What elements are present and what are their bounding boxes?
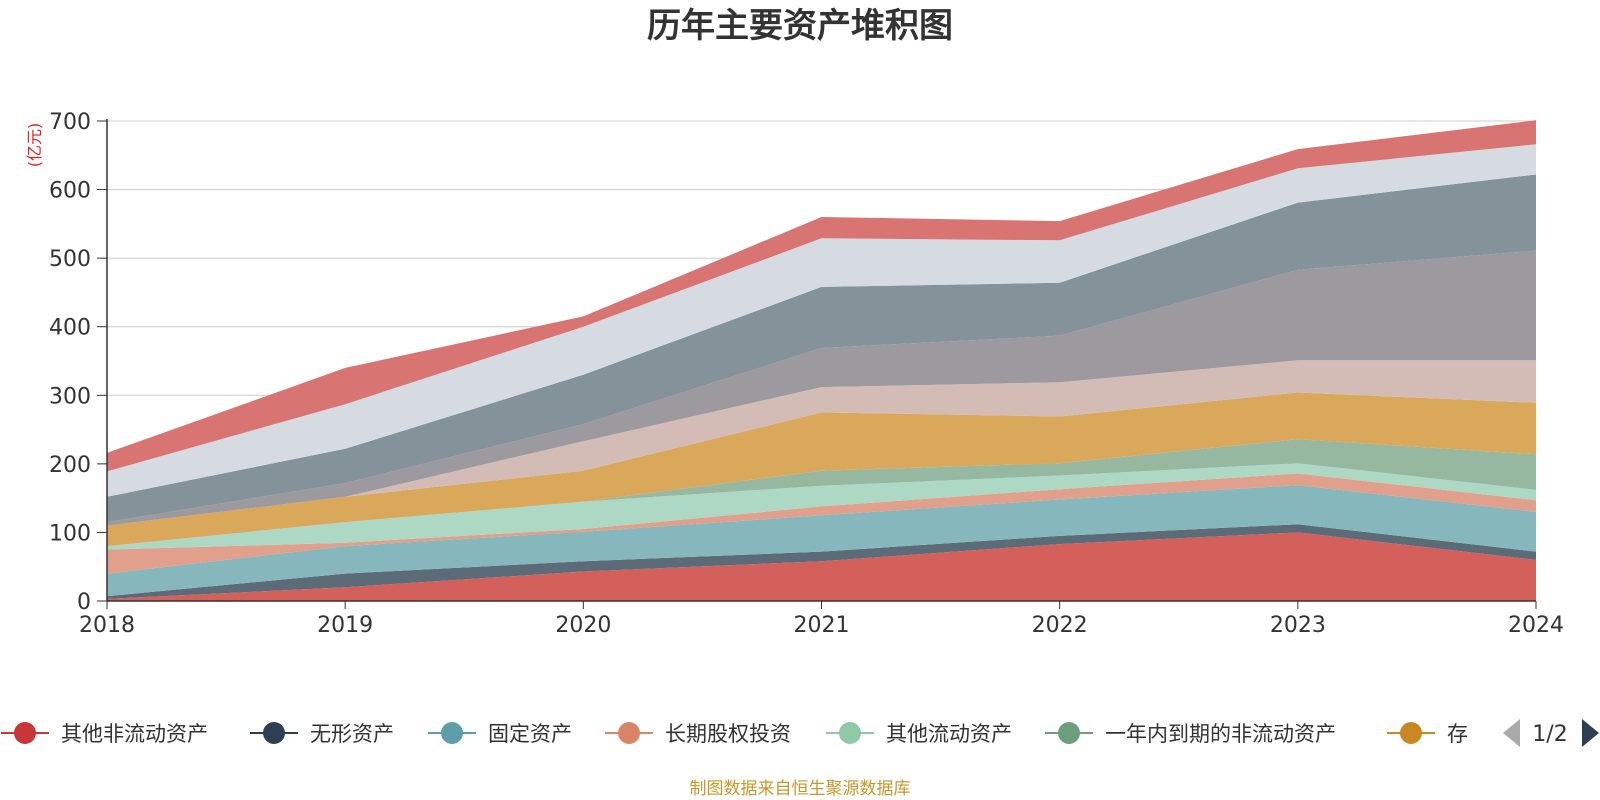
legend-circle-icon	[441, 722, 463, 744]
legend-item[interactable]: 一年内到期的非流动资产	[1045, 722, 1336, 746]
legend-circle-icon	[839, 722, 861, 744]
legend-page-indicator: 1/2	[1532, 722, 1567, 747]
legend-label: 长期股权投资	[665, 722, 791, 746]
area-series-1	[107, 524, 1536, 599]
area-series-11	[107, 120, 1536, 472]
legend-circle-icon	[263, 722, 285, 744]
legend-label: 其他流动资产	[886, 722, 1012, 746]
y-tick-label: 100	[49, 521, 91, 546]
legend-label: 其他非流动资产	[61, 722, 208, 746]
x-tick-label: 2020	[555, 613, 611, 638]
triangle-left-icon[interactable]	[1503, 719, 1520, 747]
legend-circle-icon	[618, 722, 640, 744]
legend-label: 无形资产	[310, 722, 394, 746]
legend-item[interactable]: 固定资产	[428, 722, 572, 746]
area-series-group	[107, 120, 1536, 601]
legend-circle-icon	[14, 722, 36, 744]
triangle-right-icon[interactable]	[1582, 719, 1599, 747]
legend-item[interactable]: 长期股权投资	[605, 722, 791, 746]
area-series-8	[107, 250, 1536, 526]
legend: 其他非流动资产 无形资产 固定资产 长期股权投资 其他流动资产 一年内到期的非流动资产 存	[1, 722, 1468, 746]
y-axis-unit-label: (亿元)	[25, 123, 44, 168]
x-tick-label: 2023	[1270, 613, 1326, 638]
legend-item[interactable]: 无形资产	[250, 722, 394, 746]
legend-pager: 1/2	[1503, 719, 1599, 747]
x-tick-label: 2021	[794, 613, 850, 638]
legend-label: 存	[1447, 722, 1468, 746]
y-tick-label: 200	[49, 453, 91, 478]
legend-circle-icon	[1400, 722, 1422, 744]
y-tick-label: 400	[49, 316, 91, 341]
area-series-5	[107, 439, 1536, 547]
chart-title: 历年主要资产堆积图	[647, 6, 953, 46]
area-series-4	[107, 463, 1536, 550]
x-tick-label: 2018	[79, 613, 135, 638]
area-series-7	[107, 360, 1536, 526]
legend-circle-icon	[1058, 722, 1080, 744]
x-tick-label: 2022	[1032, 613, 1088, 638]
area-series-10	[107, 144, 1536, 497]
legend-label: 固定资产	[488, 722, 572, 746]
legend-item[interactable]: 存	[1387, 722, 1468, 746]
legend-item[interactable]: 其他流动资产	[826, 722, 1012, 746]
y-tick-label: 300	[49, 384, 91, 409]
area-series-6	[107, 392, 1536, 547]
legend-item[interactable]: 其他非流动资产	[1, 722, 208, 746]
y-tick-label: 0	[77, 590, 91, 615]
axes: 0 100 200 300 400 500 600 700 2018 2019 2020 2021 20…	[49, 110, 1564, 638]
x-tick-label: 2024	[1508, 613, 1564, 638]
area-series-0	[107, 532, 1536, 601]
legend-label: 一年内到期的非流动资产	[1105, 722, 1336, 746]
data-source-note: 制图数据来自恒生聚源数据库	[690, 779, 911, 799]
area-series-9	[107, 174, 1536, 523]
area-series-2	[107, 485, 1536, 597]
x-tick-label: 2019	[317, 613, 373, 638]
y-tick-label: 700	[49, 110, 91, 135]
y-tick-label: 600	[49, 179, 91, 204]
y-tick-label: 500	[49, 247, 91, 272]
